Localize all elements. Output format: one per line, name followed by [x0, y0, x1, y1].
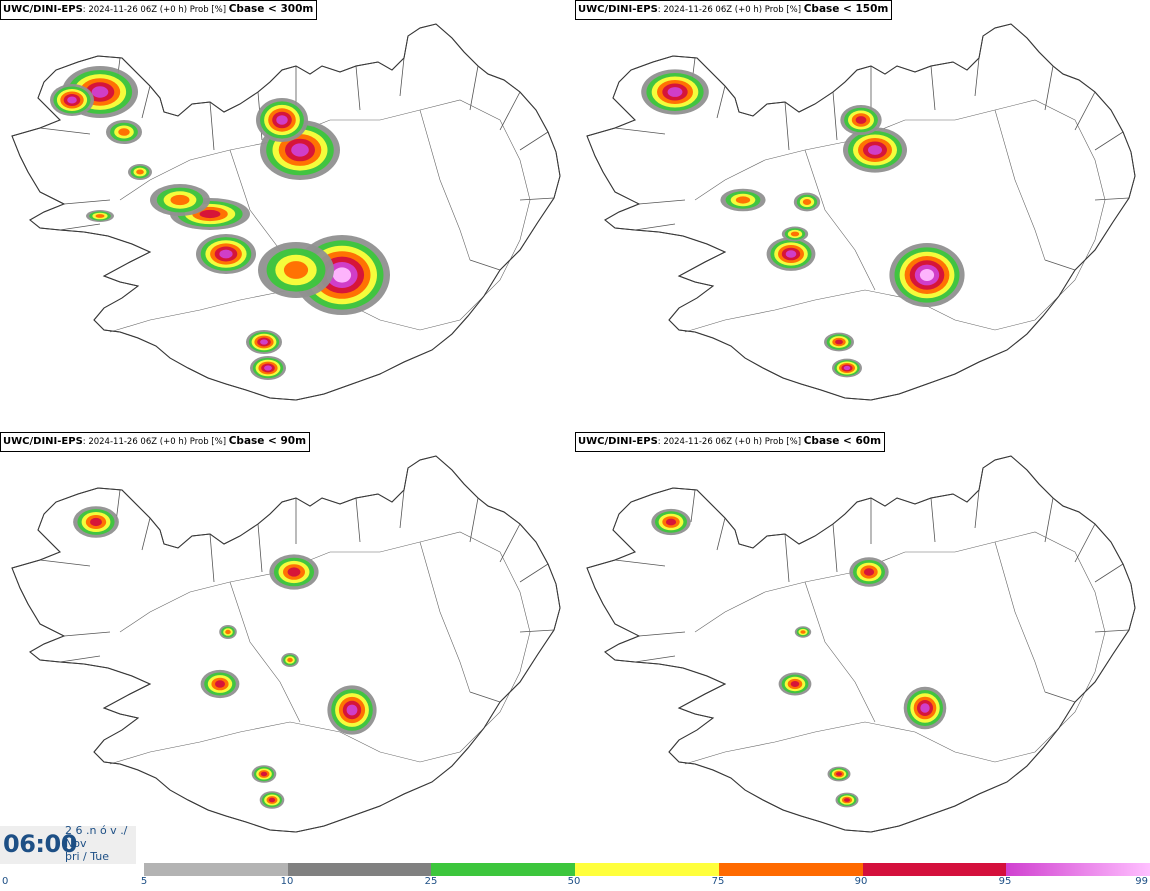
panel-title: UWC/DINI-EPS: 2024-11-26 06Z (+0 h) Prob…	[0, 432, 311, 452]
probability-contour	[802, 199, 812, 205]
legend-tick-label: 99	[1135, 876, 1148, 887]
model-name: UWC/DINI-EPS	[578, 4, 658, 15]
probability-contour	[868, 145, 882, 155]
probability-contour	[260, 339, 268, 345]
model-name: UWC/DINI-EPS	[578, 436, 658, 447]
probability-contour	[800, 630, 806, 634]
valid-time-date: 2 6 .n ó v ./ Nov þri / Tue	[65, 824, 128, 863]
legend-swatch	[287, 863, 432, 876]
legend-tick-label: 50	[567, 876, 581, 887]
coastline-outline	[11, 23, 561, 401]
run-info: : 2024-11-26 06Z (+0 h) Prob [%]	[82, 5, 229, 15]
probability-contour	[332, 267, 352, 283]
probability-contour	[844, 798, 850, 802]
regional-borders	[684, 531, 1106, 765]
probability-contour	[95, 214, 105, 218]
model-name: UWC/DINI-EPS	[3, 4, 83, 15]
iceland-map	[586, 23, 1136, 401]
probability-contour	[843, 365, 851, 371]
probability-contour	[268, 797, 276, 803]
legend-swatch	[718, 863, 864, 876]
field-name: Cbase < 60m	[803, 435, 882, 447]
probability-contour	[260, 771, 268, 777]
panel-title: UWC/DINI-EPS: 2024-11-26 06Z (+0 h) Prob…	[575, 432, 886, 452]
probability-contour	[346, 704, 358, 716]
probability-contour	[919, 269, 935, 281]
iceland-map	[11, 23, 561, 401]
coastline-outline	[586, 455, 1136, 833]
model-name: UWC/DINI-EPS	[3, 436, 83, 447]
probability-contour	[219, 249, 233, 259]
legend-swatch	[1006, 863, 1150, 876]
probability-contour	[118, 128, 130, 136]
legend-tick-label: 10	[280, 876, 294, 887]
probability-contour	[90, 517, 102, 527]
map-panel-300m: UWC/DINI-EPS: 2024-11-26 06Z (+0 h) Prob…	[0, 0, 575, 430]
legend-swatch	[862, 863, 1007, 876]
valid-time-clock: 06:00	[3, 830, 77, 858]
probability-contour	[836, 772, 842, 776]
valid-time-box: 06:00 2 6 .n ó v ./ Nov þri / Tue	[0, 824, 136, 864]
legend-tick-label: 90	[854, 876, 868, 887]
probability-contour	[785, 250, 797, 258]
run-info: : 2024-11-26 06Z (+0 h) Prob [%]	[657, 437, 804, 447]
regional-borders	[684, 99, 1106, 333]
probability-contour	[790, 681, 800, 687]
legend-swatch	[431, 863, 576, 876]
probability-contour	[863, 568, 875, 576]
probability-contour	[790, 231, 800, 237]
regional-borders	[109, 531, 531, 765]
probability-contour	[855, 116, 867, 124]
probability-contour	[667, 87, 683, 97]
map-panel-60m: UWC/DINI-EPS: 2024-11-26 06Z (+0 h) Prob…	[575, 432, 1150, 862]
probability-contour	[291, 143, 309, 157]
iceland-map	[586, 455, 1136, 833]
field-name: Cbase < 90m	[228, 435, 307, 447]
probability-contour	[276, 115, 288, 125]
coastline-outline	[586, 23, 1136, 401]
field-name: Cbase < 300m	[228, 3, 314, 15]
legend-swatch	[575, 863, 720, 876]
legend-swatch	[144, 863, 289, 876]
probability-contour	[287, 657, 293, 663]
run-info: : 2024-11-26 06Z (+0 h) Prob [%]	[657, 5, 804, 15]
legend-tick-label: 0	[2, 876, 9, 887]
fjord-lines	[39, 489, 555, 703]
field-name: Cbase < 150m	[803, 3, 889, 15]
probability-contour	[287, 567, 301, 577]
probability-contour	[170, 194, 190, 206]
panel-title: UWC/DINI-EPS: 2024-11-26 06Z (+0 h) Prob…	[0, 0, 318, 20]
probability-contour	[215, 680, 225, 688]
legend-tick-label: 5	[140, 876, 148, 887]
legend-tick-label: 95	[998, 876, 1012, 887]
legend-ticks: 0 5 10 25 50 75 90 95 99	[0, 876, 1150, 891]
map-panel-150m: UWC/DINI-EPS: 2024-11-26 06Z (+0 h) Prob…	[575, 0, 1150, 430]
map-panel-90m: UWC/DINI-EPS: 2024-11-26 06Z (+0 h) Prob…	[0, 432, 575, 862]
probability-contour	[264, 365, 272, 371]
fjord-lines	[614, 489, 1130, 703]
probability-contour	[735, 196, 751, 204]
iceland-map	[11, 455, 561, 833]
probability-contour	[665, 518, 677, 526]
probability-legend	[144, 863, 1150, 876]
probability-contour	[199, 209, 221, 219]
probability-contour	[283, 261, 309, 279]
legend-tick-label: 75	[711, 876, 725, 887]
probability-contour	[136, 169, 144, 175]
probability-contour	[920, 703, 930, 713]
probability-contour	[91, 86, 109, 98]
coastline-outline	[11, 455, 561, 833]
legend-tick-label: 25	[424, 876, 438, 887]
probability-contour	[225, 629, 231, 635]
panel-title: UWC/DINI-EPS: 2024-11-26 06Z (+0 h) Prob…	[575, 0, 893, 20]
probability-contour	[835, 339, 843, 345]
probability-contour	[67, 96, 77, 104]
run-info: : 2024-11-26 06Z (+0 h) Prob [%]	[82, 437, 229, 447]
